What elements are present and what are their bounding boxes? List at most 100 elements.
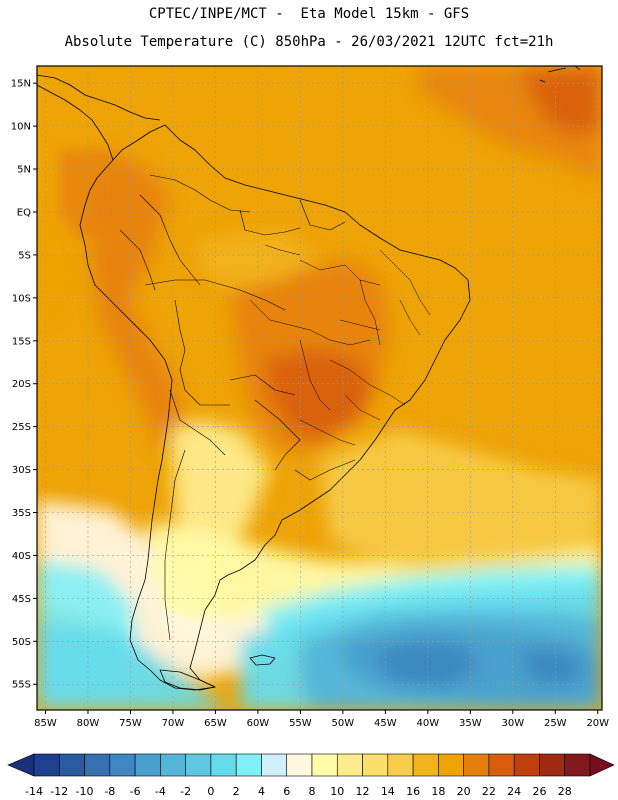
lat-label: 30S — [12, 465, 31, 476]
colorbar-swatch — [109, 753, 136, 777]
map-frame — [36, 65, 603, 711]
field-0-2-south — [37, 620, 230, 710]
field-minus6-minus4-atlantic — [370, 640, 480, 688]
lon-label: 85W — [34, 718, 57, 729]
colorbar-swatch — [513, 753, 540, 777]
colorbar-label: 0 — [207, 785, 214, 798]
colorbar-swatch — [412, 753, 439, 777]
colorbar-label: 12 — [356, 785, 370, 798]
lat-label: 15S — [12, 336, 31, 347]
south-america-coastline — [79, 124, 471, 691]
lon-label: 55W — [289, 718, 312, 729]
colorbar-label: 24 — [507, 785, 521, 798]
colorbar-label: 14 — [381, 785, 395, 798]
lat-label: 15N — [11, 79, 31, 90]
field-minus6-minus4-atlantic-east — [520, 648, 585, 685]
lat-label: 50S — [12, 637, 31, 648]
colorbar-swatch — [311, 753, 338, 777]
lat-label: 10S — [12, 293, 31, 304]
field-8-10-patagonia — [150, 560, 230, 620]
colorbar-swatch — [84, 753, 111, 777]
tierra-del-fuego — [159, 669, 216, 691]
colorbar-label: 18 — [431, 785, 445, 798]
lon-label: 80W — [77, 718, 100, 729]
lon-label: 25W — [544, 718, 567, 729]
lon-label: 40W — [417, 718, 440, 729]
brazil-state-borders — [249, 244, 431, 446]
colorbar-label: 2 — [233, 785, 240, 798]
lon-label: 30W — [501, 718, 524, 729]
country-borders — [119, 174, 356, 641]
colorbar-label: -10 — [76, 785, 94, 798]
colorbar-label: -14 — [25, 785, 43, 798]
colorbar-label: -8 — [104, 785, 115, 798]
colorbar-label: 22 — [482, 785, 496, 798]
field-14-16-center — [200, 230, 320, 290]
central-america-coast — [37, 84, 114, 161]
colorbar-label: 8 — [309, 785, 316, 798]
field-20-22-ne — [520, 66, 602, 135]
lat-label: 10N — [11, 122, 31, 133]
colorbar-swatch — [286, 753, 313, 777]
colorbar-label: 16 — [406, 785, 420, 798]
colorbar-swatch — [438, 753, 464, 777]
colorbar-swatch — [362, 753, 389, 777]
lon-label: 45W — [374, 718, 397, 729]
field-14-16-south-atlantic — [320, 430, 602, 560]
colorbar-swatch — [185, 753, 212, 777]
colorbar-label: 20 — [457, 785, 471, 798]
field-6-8-south — [37, 500, 602, 680]
colorbar-swatch — [160, 753, 186, 777]
field-16-18-west — [37, 210, 80, 330]
colorbar: -14 -12 -10 -8 -6 -4 -2 0 2 4 6 8 10 12 14 16 18 20 22 24 26… — [7, 753, 615, 798]
lat-label: 5N — [17, 165, 31, 176]
colorbar-swatch — [261, 753, 288, 777]
field-18-20-altiplano — [60, 150, 110, 240]
lat-label: 5S — [18, 250, 31, 261]
colorbar-swatch — [539, 753, 566, 777]
lon-label: 75W — [119, 718, 142, 729]
colorbar-label: 28 — [558, 785, 572, 798]
colorbar-swatch — [134, 753, 161, 777]
chart-subtitle: Absolute Temperature (C) 850hPa - 26/03/… — [64, 34, 554, 50]
colorbar-label: 4 — [258, 785, 265, 798]
colorbar-label: 10 — [330, 785, 344, 798]
lon-label: 60W — [247, 718, 270, 729]
colorbar-swatch — [58, 753, 85, 777]
colorbar-label: -6 — [130, 785, 141, 798]
lat-label: 20S — [12, 379, 31, 390]
lon-label: 35W — [459, 718, 482, 729]
lon-label: 20W — [586, 718, 609, 729]
lat-label: 25S — [12, 422, 31, 433]
lat-label: EQ — [17, 207, 31, 218]
lon-label: 50W — [332, 718, 355, 729]
temperature-field — [37, 66, 602, 710]
colorbar-swatch — [33, 753, 60, 777]
colorbar-swatch — [336, 753, 363, 777]
grid-lines — [37, 66, 602, 710]
colorbar-swatch — [387, 753, 414, 777]
longitude-labels: 85W 80W 75W 70W 65W 60W 55W 50W 45W 40W 35W 30W 25W 2… — [34, 710, 609, 729]
lat-label: 45S — [12, 594, 31, 605]
colorbar-swatch — [488, 753, 515, 777]
colorbar-swatch — [235, 753, 262, 777]
falkland-islands — [249, 654, 276, 666]
colorbar-swatch — [564, 753, 591, 777]
colorbar-swatch — [463, 753, 490, 777]
lon-label: 65W — [204, 718, 227, 729]
lat-label: 35S — [12, 508, 31, 519]
colorbar-label: -12 — [50, 785, 68, 798]
colorbar-label: 6 — [283, 785, 290, 798]
field-18-20-andes — [90, 150, 185, 450]
field-20-22-interior — [265, 350, 375, 440]
lon-label: 70W — [162, 718, 185, 729]
colorbar-label: -2 — [180, 785, 191, 798]
colorbar-over-arrow — [589, 753, 615, 777]
colorbar-swatch — [210, 753, 237, 777]
colorbar-label: -4 — [155, 785, 166, 798]
caribbean-islands — [539, 66, 581, 83]
colorbar-under-arrow — [7, 753, 35, 777]
coastlines-and-borders — [37, 66, 581, 691]
lat-label: 40S — [12, 551, 31, 562]
